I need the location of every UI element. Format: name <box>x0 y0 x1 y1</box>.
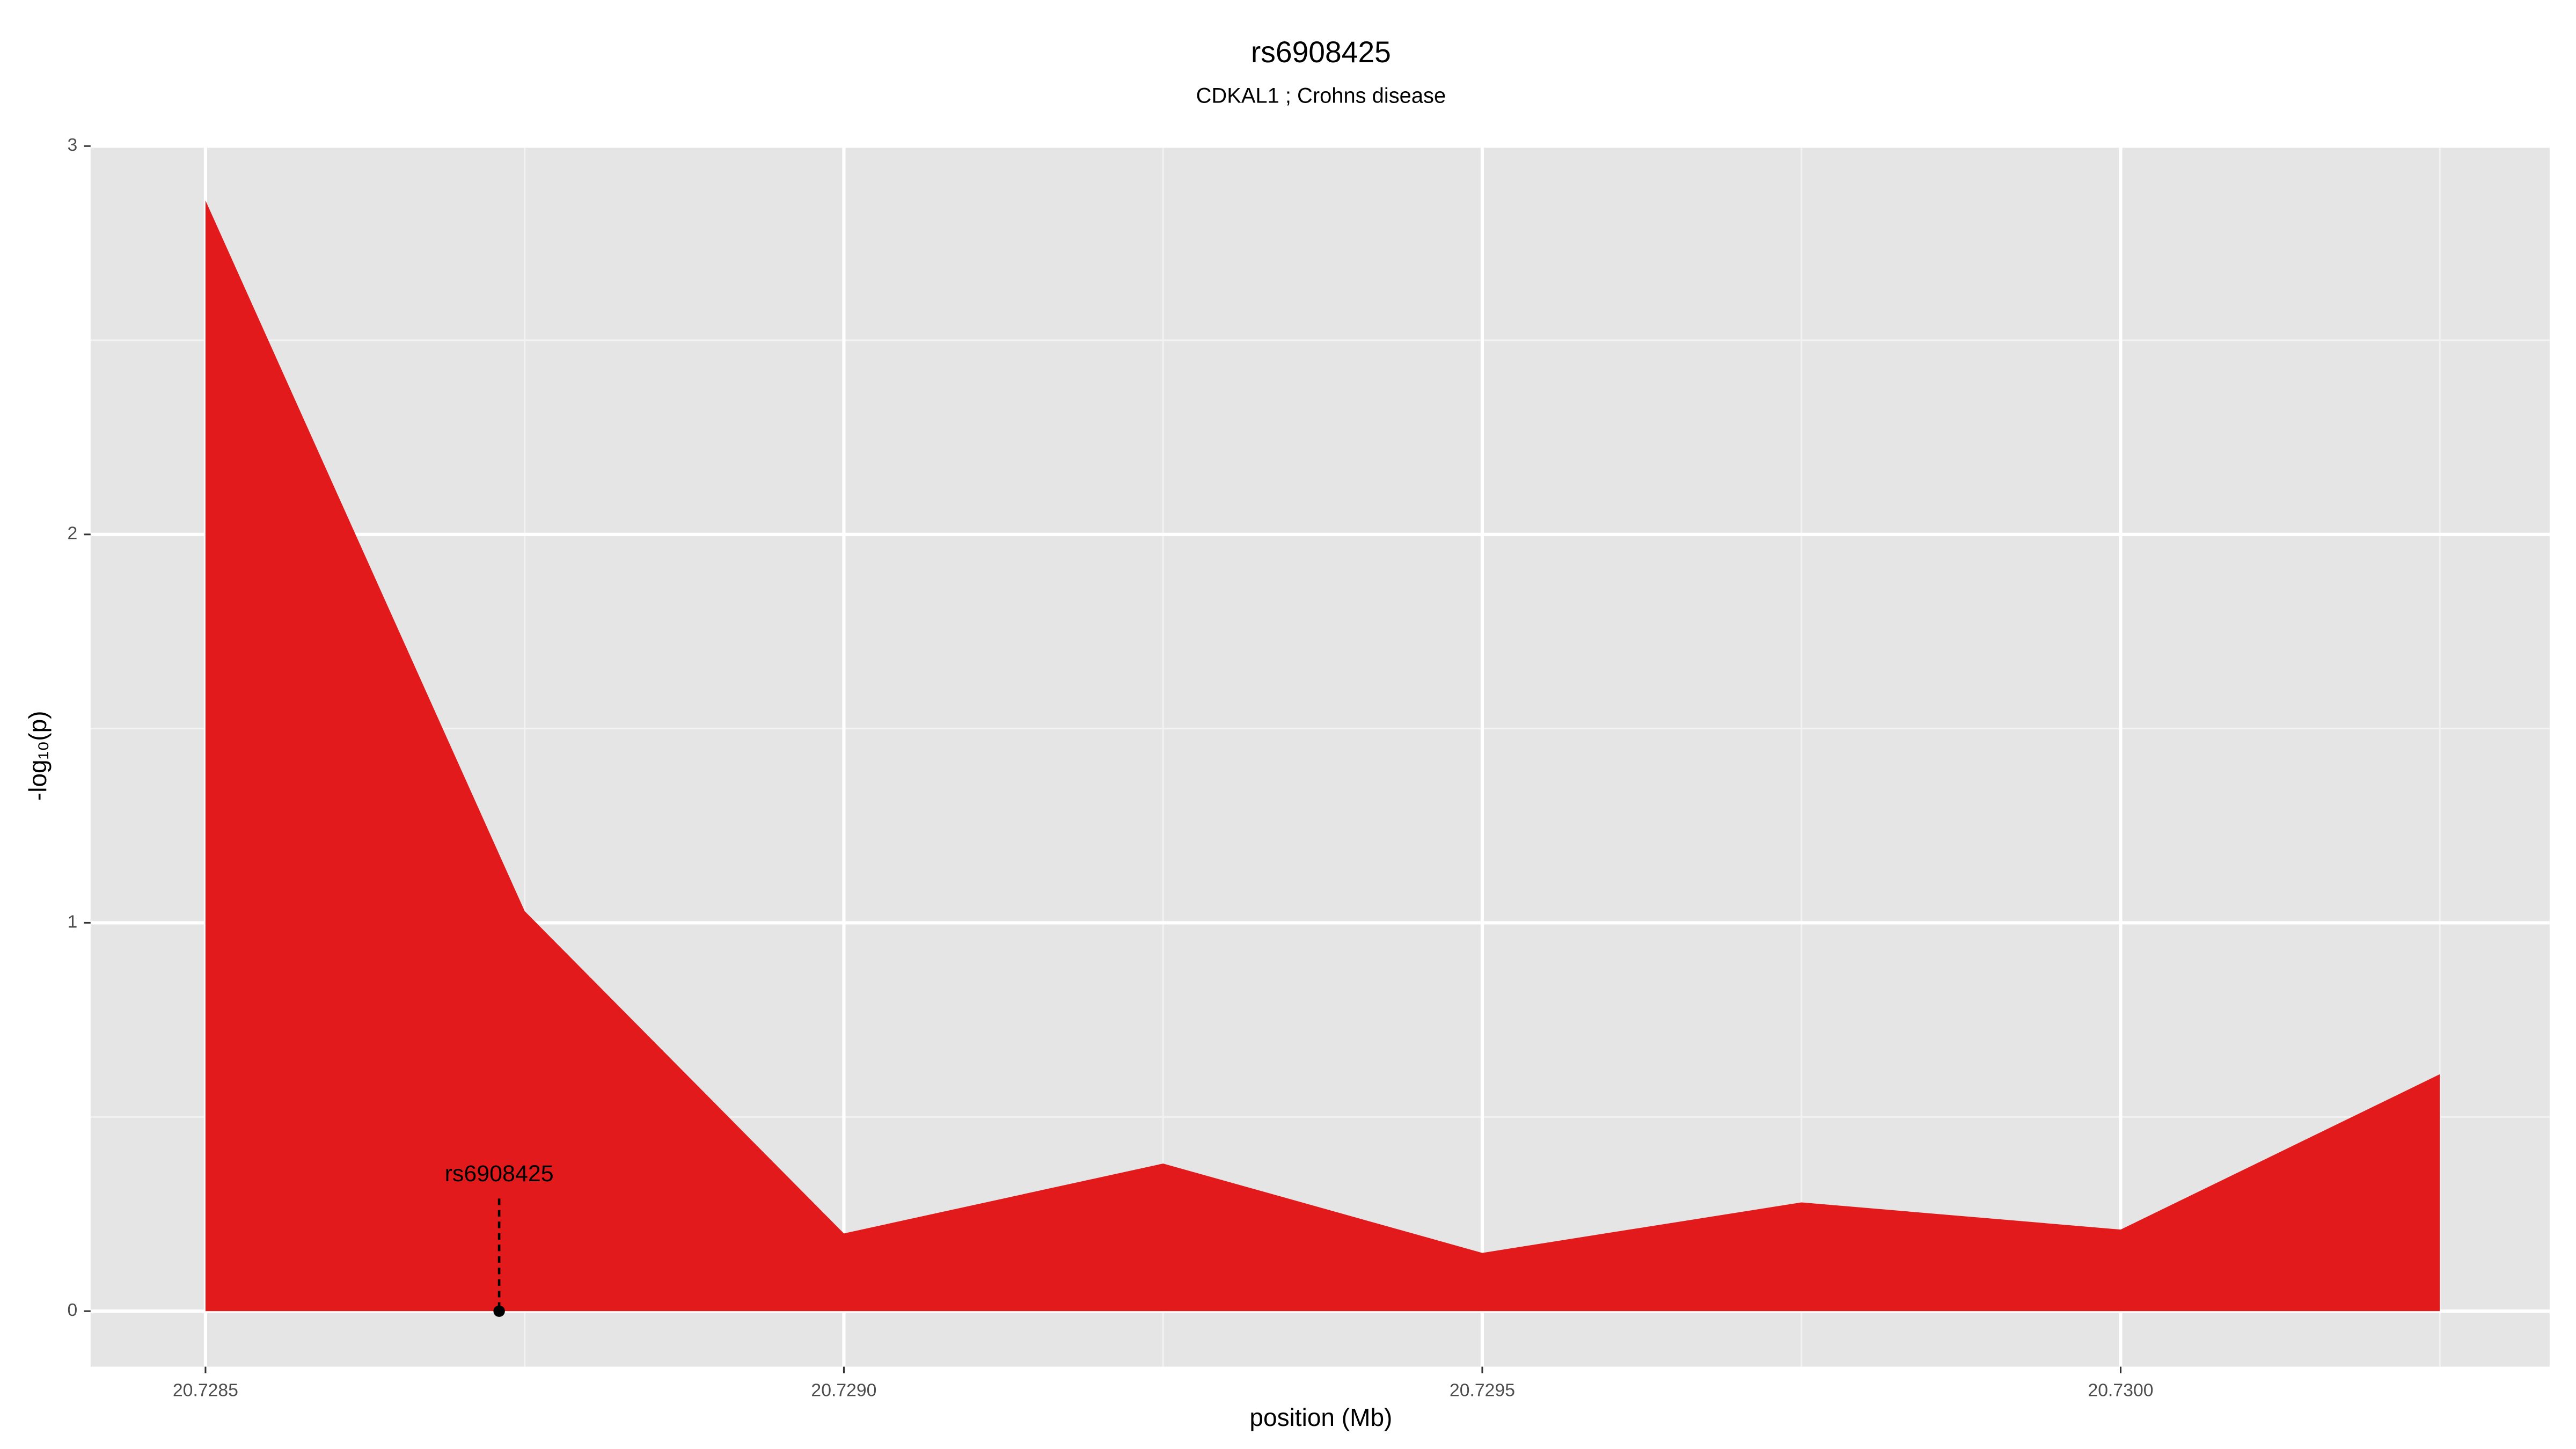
annotation-point <box>493 1305 505 1317</box>
y-axis-label: -log₁₀(p) <box>24 711 52 801</box>
x-tick-label: 20.7300 <box>2088 1380 2154 1401</box>
y-tick-label: 2 <box>67 523 77 544</box>
y-tick-label: 0 <box>67 1300 77 1320</box>
x-tick-label: 20.7295 <box>1450 1380 1515 1401</box>
x-tick-label: 20.7285 <box>173 1380 238 1401</box>
area <box>205 200 2440 1312</box>
chart-title: rs6908425 <box>1251 35 1391 69</box>
y-tick-label: 1 <box>67 911 77 932</box>
chart-subtitle: CDKAL1 ; Crohns disease <box>1196 84 1446 108</box>
x-tick-label: 20.7290 <box>811 1380 876 1401</box>
x-axis-label: position (Mb) <box>1249 1403 1392 1431</box>
annotation-label: rs6908425 <box>445 1161 554 1187</box>
y-tick-label: 3 <box>67 135 77 155</box>
